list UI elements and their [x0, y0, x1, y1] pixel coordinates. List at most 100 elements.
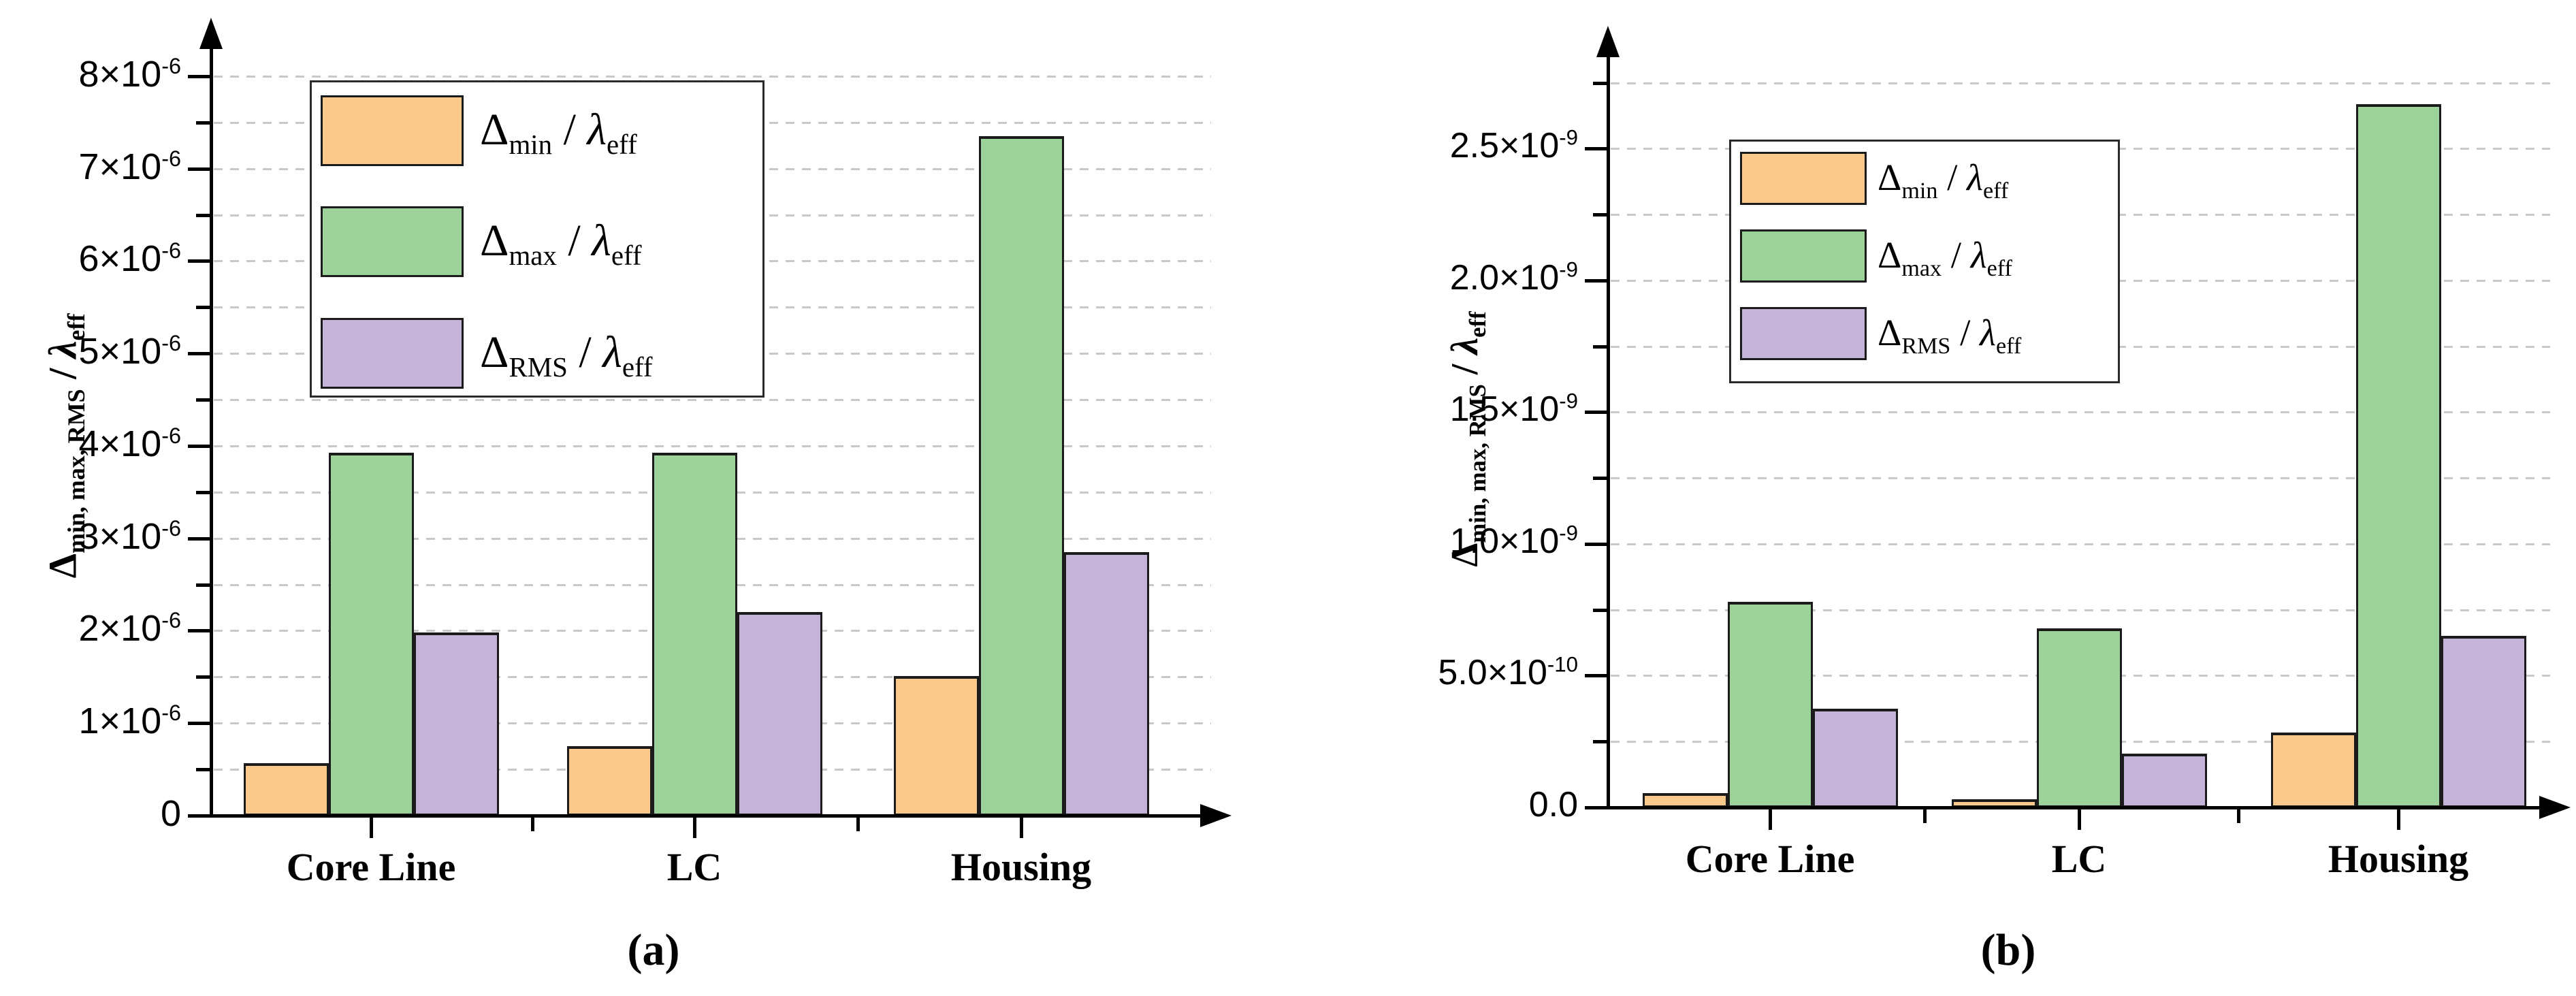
bar-b-rms-lc — [2121, 754, 2207, 807]
y-minor-tick — [1593, 345, 1607, 349]
x-category-label: Core Line — [1685, 837, 1855, 881]
x-category-label: Core Line — [286, 845, 456, 889]
y-axis-title: Δmin, max, RMS / λeff — [40, 313, 91, 579]
legend-swatch-min — [1740, 152, 1867, 205]
gridline — [1611, 543, 2550, 545]
y-minor-tick — [196, 214, 210, 217]
x-major-tick — [693, 818, 696, 838]
bar-b-rms-housing — [2441, 636, 2526, 807]
y-minor-tick — [1593, 609, 1607, 612]
y-minor-tick — [196, 583, 210, 587]
y-axis-line — [1607, 56, 1610, 809]
bar-a-min-housing — [893, 676, 979, 816]
x-category-label: LC — [2051, 837, 2107, 881]
legend-label-min: Δmin / λeff — [1878, 157, 2009, 204]
y-tick-label: 1.0×10-9 — [1449, 521, 1578, 561]
x-axis-line — [1607, 806, 2542, 809]
legend-label-rms: ΔRMS / λeff — [480, 327, 653, 383]
legend-swatch-rms — [1740, 307, 1867, 360]
bar-b-max-lc — [2036, 628, 2122, 807]
x-major-tick — [2397, 809, 2400, 830]
y-major-tick — [188, 814, 210, 818]
x-axis-line — [210, 814, 1203, 818]
y-tick-label: 5.0×10-10 — [1438, 652, 1578, 692]
y-major-tick — [188, 537, 210, 541]
y-major-tick — [1585, 674, 1607, 677]
y-minor-tick — [1593, 740, 1607, 743]
y-minor-tick — [196, 491, 210, 494]
y-minor-tick — [196, 306, 210, 309]
gridline — [1611, 82, 2550, 84]
y-minor-tick — [1593, 82, 1607, 85]
y-major-tick — [188, 445, 210, 448]
caption-b: (b) — [1980, 925, 2036, 975]
gridline — [1611, 609, 2550, 611]
y-axis-line — [210, 48, 213, 818]
legend-label-rms: ΔRMS / λeff — [1878, 312, 2022, 359]
y-tick-label: 8×10-6 — [78, 54, 181, 95]
y-minor-tick — [196, 121, 210, 125]
bar-a-min-core-line — [243, 763, 329, 816]
gridline — [214, 445, 1211, 447]
y-tick-label: 2.0×10-9 — [1449, 257, 1578, 298]
x-major-tick — [2078, 809, 2081, 830]
gridline — [214, 76, 1211, 78]
y-major-tick — [188, 722, 210, 725]
y-tick-label: 0 — [160, 793, 181, 834]
y-tick-label: 3×10-6 — [78, 516, 181, 557]
bar-a-rms-core-line — [413, 632, 499, 816]
y-minor-tick — [1593, 477, 1607, 480]
y-major-tick — [1585, 147, 1607, 150]
bar-b-max-core-line — [1727, 602, 1813, 807]
y-tick-label: 6×10-6 — [78, 238, 181, 279]
gridline — [214, 399, 1211, 401]
gridline — [1611, 477, 2550, 479]
y-tick-label: 4×10-6 — [78, 423, 181, 464]
bar-a-min-lc — [566, 746, 652, 816]
y-major-tick — [1585, 543, 1607, 546]
bar-b-min-core-line — [1642, 793, 1728, 807]
y-tick-label: 2.5×10-9 — [1449, 125, 1578, 165]
y-tick-label: 2×10-6 — [78, 608, 181, 649]
y-major-tick — [188, 167, 210, 171]
y-tick-label: 5×10-6 — [78, 331, 181, 372]
legend-swatch-min — [321, 95, 464, 166]
y-axis-title: Δmin, max, RMS / λeff — [1444, 311, 1492, 567]
bar-b-min-housing — [2270, 733, 2356, 807]
x-minor-tick — [531, 818, 534, 831]
x-minor-tick — [1923, 809, 1927, 823]
y-tick-label: 7×10-6 — [78, 146, 181, 187]
bar-a-max-housing — [978, 136, 1064, 816]
x-major-tick — [1020, 818, 1023, 838]
x-category-label: Housing — [2328, 837, 2469, 881]
bar-a-rms-lc — [737, 612, 822, 816]
x-major-tick — [1769, 809, 1772, 830]
legend-swatch-rms — [321, 318, 464, 389]
bar-b-rms-core-line — [1812, 709, 1898, 807]
gridline — [1611, 411, 2550, 413]
bar-b-max-housing — [2355, 104, 2441, 807]
bar-a-max-lc — [651, 453, 737, 816]
y-major-tick — [1585, 279, 1607, 283]
x-axis-arrow-icon — [1200, 804, 1231, 827]
legend-swatch-max — [321, 206, 464, 277]
y-tick-label: 0.0 — [1528, 785, 1578, 824]
y-minor-tick — [1593, 213, 1607, 216]
y-tick-label: 1.5×10-9 — [1449, 389, 1578, 429]
y-minor-tick — [196, 768, 210, 771]
x-major-tick — [370, 818, 373, 838]
y-axis-arrow-icon — [1596, 26, 1620, 57]
y-major-tick — [188, 75, 210, 78]
bar-a-max-core-line — [328, 453, 414, 816]
legend-swatch-max — [1740, 229, 1867, 283]
bar-a-rms-housing — [1063, 552, 1149, 816]
x-minor-tick — [2237, 809, 2240, 823]
legend-label-min: Δmin / λeff — [480, 104, 637, 160]
x-axis-arrow-icon — [2539, 796, 2571, 819]
y-major-tick — [188, 352, 210, 355]
y-minor-tick — [196, 675, 210, 679]
y-minor-tick — [196, 398, 210, 402]
y-major-tick — [1585, 806, 1607, 809]
caption-a: (a) — [627, 925, 680, 975]
